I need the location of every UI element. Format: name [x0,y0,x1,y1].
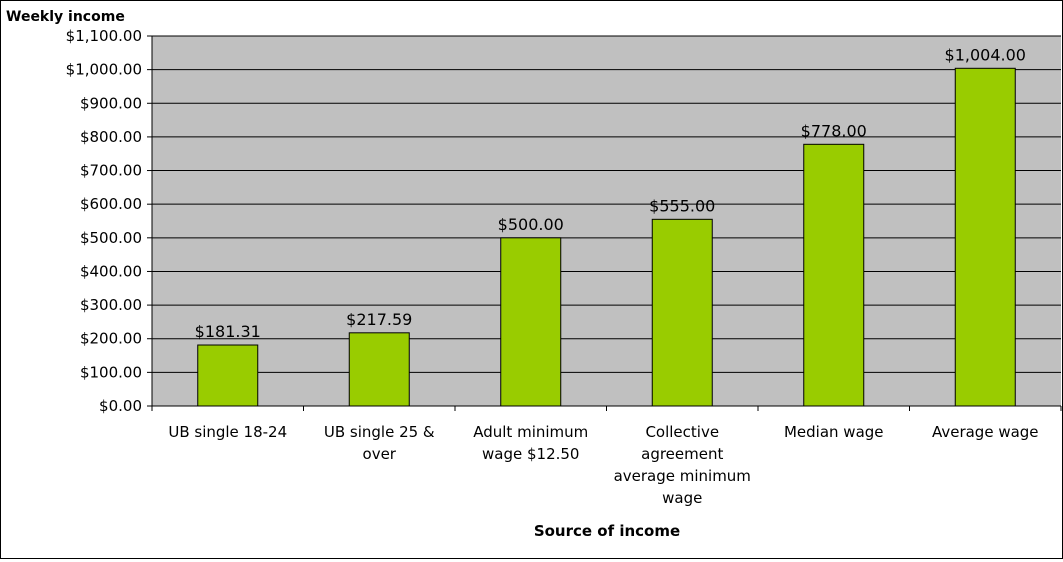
x-category-label: Adult minimum wage $12.50 [473,423,588,463]
data-label: $1,004.00 [945,45,1026,64]
y-tick-label: $800.00 [80,128,142,146]
x-category-label-line: UB single 18-24 [168,423,287,441]
y-tick-label: $1,100.00 [66,27,142,45]
x-category-label-line: Average wage [932,423,1039,441]
y-tick-labels: $0.00 $100.00 $200.00 $300.00 $400.00 $500.00… [66,27,142,415]
data-label: $555.00 [649,196,715,215]
data-label: $778.00 [801,121,867,140]
y-tick-label: $1,000.00 [66,61,142,79]
y-tick-label: $200.00 [80,330,142,348]
data-label: $217.59 [346,310,412,329]
x-category-label: Median wage [784,423,884,441]
data-labels: $181.31 $217.59 $500.00 $555.00 $778.00 $1,00… [195,45,1026,341]
data-label: $181.31 [195,322,261,341]
y-axis-title: Weekly income [6,9,125,25]
x-category-label-line: Adult minimum [473,423,588,441]
x-category-label-line: Collective [645,423,719,441]
bar [348,332,410,407]
bar [197,344,259,407]
x-category-label-line: wage $12.50 [482,445,579,463]
x-axis-title: Source of income [534,522,680,540]
y-tick-label: $0.00 [99,397,142,415]
x-category-label: Average wage [932,423,1039,441]
axes [147,35,1062,411]
x-category-label-line: UB single 25 & [324,423,435,441]
data-label: $500.00 [498,215,564,234]
bar [954,67,1016,407]
gridlines [152,35,1061,373]
y-tick-label: $600.00 [80,195,142,213]
y-tick-label: $100.00 [80,363,142,381]
x-category-label-line: average minimum [614,467,751,485]
y-tick-label: $400.00 [80,262,142,280]
x-category-label: Collective agreement average minimum wage [614,423,751,507]
x-category-label-line: agreement [641,445,723,463]
x-category-label-line: over [363,445,397,463]
x-category-label: UB single 18-24 [168,423,287,441]
y-tick-label: $300.00 [80,296,142,314]
bar [500,237,562,407]
bars [197,67,1016,407]
y-tick-label: $500.00 [80,229,142,247]
x-category-label-line: Median wage [784,423,884,441]
bar [803,143,865,407]
plot-area [152,36,1061,406]
x-category-labels: UB single 18-24 UB single 25 & over Adult m… [168,423,1038,507]
y-tick-label: $900.00 [80,94,142,112]
bar [651,218,713,407]
x-category-label-line: wage [662,489,702,507]
x-category-label: UB single 25 & over [324,423,435,463]
y-tick-label: $700.00 [80,162,142,180]
